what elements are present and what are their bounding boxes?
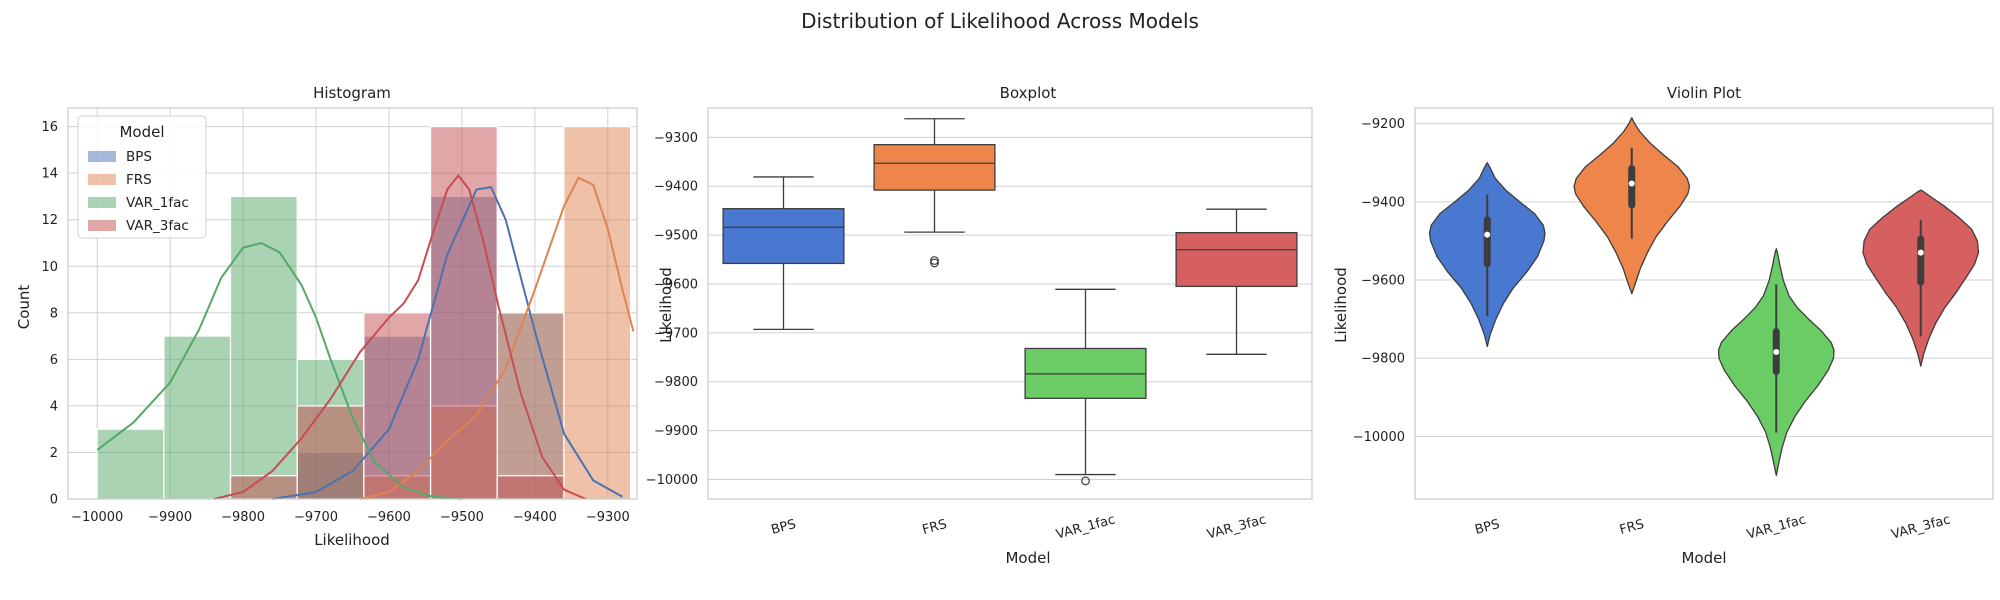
- violin-y-label: Likelihood: [1332, 267, 1350, 343]
- boxplot-x-tick-label: VAR_3fac: [1205, 512, 1267, 542]
- histogram-legend-title: Model: [119, 123, 164, 141]
- histogram-legend-label: BPS: [126, 149, 152, 165]
- violin-y-tick-label: −9600: [1361, 274, 1405, 289]
- histogram-y-label: Count: [15, 285, 33, 330]
- boxplot-box: [722, 208, 845, 265]
- histogram-y-tick-label: 2: [50, 446, 58, 461]
- histogram-bar: [163, 335, 232, 500]
- histogram-title: Histogram: [313, 84, 391, 102]
- boxplot-title: Boxplot: [1000, 84, 1057, 102]
- histogram-x-tick-label: −9500: [440, 510, 484, 525]
- histogram-frame: [67, 107, 638, 500]
- histogram-legend-label: VAR_1fac: [126, 195, 189, 211]
- boxplot-flier: [1081, 476, 1090, 486]
- violin-x-tick-label: FRS: [1618, 517, 1646, 538]
- histogram-x-tick-label: −9800: [221, 510, 265, 525]
- boxplot-y-tick-label: −9700: [654, 326, 698, 341]
- histogram-x-label: Likelihood: [314, 531, 390, 549]
- boxplot-y-tick-label: −9800: [654, 375, 698, 390]
- violin-x-label: Model: [1681, 549, 1726, 567]
- histogram-kde-line: [213, 173, 587, 500]
- violin-x-tick-label: VAR_3fac: [1890, 512, 1952, 542]
- histogram-legend-swatch: [88, 151, 116, 162]
- boxplot-panel: Boxplot Model Likelihood −10000 −9900 −980…: [646, 84, 1313, 567]
- histogram-legend-swatch: [88, 197, 116, 208]
- violin-y-tick-label: −10000: [1353, 430, 1405, 445]
- histogram-y-tick-label: 10: [41, 260, 58, 275]
- violin-y-tick-label: −9200: [1361, 117, 1405, 132]
- boxplot-box: [1175, 231, 1298, 288]
- violin-x-tick-label: VAR_1fac: [1745, 512, 1807, 542]
- violin-y-tick-label: −9400: [1361, 195, 1405, 210]
- boxplot-frame: [707, 107, 1313, 500]
- histogram-bar: [229, 195, 298, 500]
- histogram-bar: [563, 126, 632, 500]
- histogram-x-tick-label: −9300: [586, 510, 630, 525]
- violin-title: Violin Plot: [1667, 84, 1741, 102]
- histogram-y-tick-label: 0: [50, 493, 58, 508]
- violin-median: [1917, 249, 1924, 256]
- violin-y-tick-label: −9800: [1361, 352, 1405, 367]
- histogram-x-tick-label: −9400: [513, 510, 557, 525]
- boxplot-y-tick-label: −10000: [646, 473, 698, 488]
- boxplot-y-tick-label: −9900: [654, 424, 698, 439]
- boxplot-y-label: Likelihood: [657, 267, 675, 343]
- violin-median: [1773, 348, 1780, 355]
- boxplot-box: [873, 144, 996, 191]
- histogram-y-tick-label: 8: [50, 306, 58, 321]
- boxplot-flier: [930, 258, 939, 268]
- boxplot-x-label: Model: [1005, 549, 1050, 567]
- histogram-x-tick-label: −9700: [294, 510, 338, 525]
- histogram-legend-swatch: [88, 220, 116, 231]
- histogram-legend-label: FRS: [126, 172, 152, 188]
- violin-median: [1628, 180, 1635, 187]
- violin-median: [1484, 231, 1491, 238]
- figure-title: Distribution of Likelihood Across Models: [801, 9, 1199, 33]
- boxplot-flier: [930, 256, 939, 265]
- boxplot-y-tick-label: −9500: [654, 229, 698, 244]
- violin-x-tick-label: BPS: [1473, 517, 1501, 538]
- histogram-x-tick-label: −9900: [148, 510, 192, 525]
- histogram-y-tick-label: 6: [50, 353, 58, 368]
- histogram-bar: [496, 475, 565, 500]
- histogram-kde-line: [359, 176, 635, 500]
- histogram-bar: [96, 428, 165, 500]
- boxplot-y-tick-label: −9400: [654, 180, 698, 195]
- histogram-kde-line: [272, 185, 623, 500]
- histogram-bar: [363, 312, 432, 500]
- histogram-legend-swatch: [88, 174, 116, 185]
- boxplot-x-tick-label: VAR_1fac: [1054, 512, 1116, 542]
- boxplot-x-tick-label: BPS: [770, 517, 798, 538]
- histogram-y-tick-label: 4: [50, 399, 58, 414]
- histogram-legend-label: VAR_3fac: [126, 218, 189, 234]
- boxplot-x-tick-label: FRS: [921, 517, 949, 538]
- boxplot-y-tick-label: −9600: [654, 277, 698, 292]
- violin-frame: [1414, 107, 1994, 500]
- boxplot-y-tick-label: −9300: [654, 131, 698, 146]
- histogram-bar: [229, 475, 298, 500]
- histogram-x-tick-label: −10000: [71, 510, 123, 525]
- histogram-kde-line: [96, 241, 462, 500]
- violin-panel: Violin Plot Model Likelihood −10000 −9800…: [1332, 84, 1994, 567]
- histogram-y-tick-label: 14: [41, 167, 58, 182]
- histogram-y-tick-label: 12: [41, 213, 58, 228]
- histogram-x-tick-label: −9600: [367, 510, 411, 525]
- histogram-panel: Histogram Likelihood Count 0 2 4 6 8 10 12 14 16…: [15, 84, 638, 549]
- histogram-y-tick-label: 16: [41, 120, 58, 135]
